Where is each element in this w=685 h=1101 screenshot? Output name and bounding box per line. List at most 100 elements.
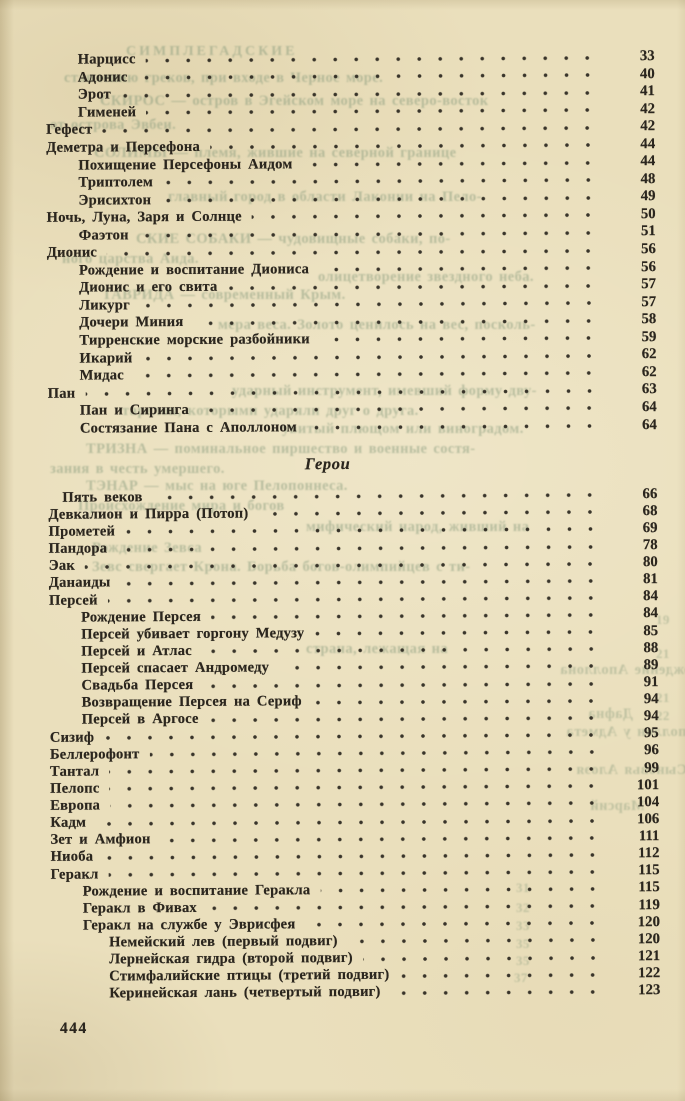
toc-dot-leader [161, 191, 602, 208]
toc-entry-page-number: 94 [643, 691, 659, 708]
toc-dot-leader [319, 331, 603, 347]
toc-entry-title: Дионис и его свита [79, 279, 218, 296]
toc-entry-page-number: 85 [643, 622, 659, 639]
toc-entry-title: Немейский лев (первый подвиг) [109, 933, 338, 951]
toc-dot-leader [162, 173, 602, 190]
toc-entry-title: Керинейская лань (четвертый подвиг) [109, 984, 381, 1002]
toc-entry-page-number: 78 [642, 537, 658, 554]
toc-entry-page-number: 41 [640, 83, 655, 100]
toc-dot-leader [347, 933, 607, 949]
toc-dot-leader [319, 261, 602, 277]
toc-entry-page-number: 42 [640, 118, 656, 135]
toc-entry-page-number: 84 [643, 605, 659, 622]
toc-entry-title: Данаиды [48, 574, 111, 592]
toc-dot-leader [311, 694, 605, 709]
toc-entry-title: Мидас [79, 367, 124, 384]
toc-entry-title: Похищение Персефоны Аидом [78, 155, 293, 174]
toc-dot-leader [208, 711, 605, 727]
toc-dot-leader [390, 985, 607, 1000]
toc-entry-page-number: 112 [638, 845, 660, 862]
toc-entry-title: Возвращение Персея на Сериф [81, 693, 302, 711]
toc-entry-title: Европа [50, 797, 101, 814]
toc-dot-leader [302, 156, 602, 172]
toc-entry-title: Геракл [50, 866, 99, 883]
toc-entry-title: Стимфалийские птицы (третий подвиг) [109, 967, 390, 985]
toc-entry-page-number: 121 [637, 948, 661, 965]
toc-entry-page-number: 120 [637, 930, 661, 948]
toc-entry-page-number: 84 [643, 588, 659, 605]
toc-entry-page-number: 68 [642, 502, 658, 519]
toc-entry-page-number: 66 [642, 485, 658, 502]
toc-dot-leader [160, 831, 606, 847]
footer-page-number: 444 [60, 1020, 88, 1037]
toc-entry-title: Персей в Аргосе [81, 711, 199, 729]
toc-dot-leader [279, 659, 605, 675]
toc-section-heroes: Пять веков 66 Девкалион и Пирра (Потоп) 68 П… [0, 485, 685, 1003]
toc-entry-page-number: 33 [639, 48, 655, 65]
toc-dot-leader [145, 50, 601, 67]
toc-entry-page-number: 49 [640, 188, 656, 205]
toc-entry-page-number: 44 [640, 153, 656, 170]
toc-entry-title: Ликург [79, 297, 130, 314]
toc-dot-leader [149, 745, 605, 762]
toc-entry-title: Девкалион и Пирра (Потоп) [48, 505, 249, 523]
toc-entry-title: Деметра и Персефона [46, 138, 201, 156]
toc-dot-leader [227, 279, 603, 295]
toc-entry-page-number: 122 [638, 965, 661, 982]
toc-entry-title: Эрисихтон [78, 191, 152, 209]
toc-entry-page-number: 104 [636, 793, 660, 811]
toc-entry-title: Рождение Персея [81, 608, 201, 626]
toc-entry-title: Дионис [46, 244, 98, 262]
toc-entry-title: Ночь, Луна, Заря и Солнце [46, 208, 242, 226]
toc-entry-page-number: 69 [642, 519, 658, 537]
toc-entry-title: Гефест [46, 121, 93, 139]
toc-dot-leader [306, 419, 603, 435]
toc-entry-title: Беллерофонт [49, 745, 140, 763]
toc-entry-title: Эак [48, 557, 76, 575]
toc-entry-page-number: 57 [641, 276, 657, 293]
toc-entry-title: Геракл на службе у Эврисфея [82, 916, 296, 934]
toc-entry-page-number: 64 [641, 399, 657, 416]
toc-entry-page-number: 106 [637, 811, 660, 828]
toc-entry-title: Персей [48, 592, 98, 609]
section-heading: Герои [304, 453, 351, 474]
toc-entry-page-number: 96 [644, 742, 659, 759]
toc-dot-leader [314, 625, 605, 641]
toc-dot-leader [362, 950, 607, 966]
toc-dot-leader [203, 676, 605, 693]
toc-entry-title: Рождение и воспитание Диониса [78, 260, 310, 279]
toc-entry-title: Триптолем [78, 174, 154, 191]
toc-entry-page-number: 40 [639, 65, 655, 82]
toc-entry-title: Персей и Атлас [81, 642, 192, 660]
toc-entry-title: Прометей [48, 523, 116, 540]
toc-entry-page-number: 120 [637, 913, 660, 930]
toc-dot-leader [210, 608, 605, 624]
toc-entry-page-number: 91 [643, 674, 659, 691]
toc-entry-page-number: 119 [638, 896, 660, 913]
toc-entry-title: Адонис [77, 69, 128, 86]
toc-entry-title: Пандора [48, 540, 108, 557]
toc-entry-page-number: 42 [640, 100, 656, 117]
toc-dot-leader [209, 138, 602, 155]
toc-entry-title: Зет и Амфион [50, 831, 151, 849]
toc-entry-title: Тирренские морские разбойники [79, 331, 310, 349]
toc-entry-page-number: 81 [643, 571, 658, 588]
toc-entry-page-number: 89 [643, 656, 659, 674]
toc-entry-title: Персей убивает горгону Медузу [81, 625, 305, 643]
toc-dot-leader [152, 488, 604, 505]
toc-entry-title: Ниоба [50, 848, 94, 866]
toc-dot-leader [251, 208, 602, 225]
toc-entry-title: Персей спасает Андромеду [81, 659, 270, 677]
toc-dot-leader [305, 916, 606, 932]
toc-entry-title: Гименей [77, 104, 137, 121]
toc-entry-title: Рождение и воспитание Геракла [82, 881, 311, 900]
toc-entry-page-number: 56 [641, 258, 656, 275]
toc-entry-page-number: 94 [643, 708, 659, 725]
toc-entry-page-number: 56 [640, 241, 656, 258]
toc-entry-title: Фаэтон [78, 227, 129, 244]
toc-entry-page-number: 123 [638, 982, 661, 999]
toc-entry-page-number: 62 [641, 346, 657, 363]
toc-entry-title: Лернейская гидра (второй подвиг) [109, 950, 353, 968]
